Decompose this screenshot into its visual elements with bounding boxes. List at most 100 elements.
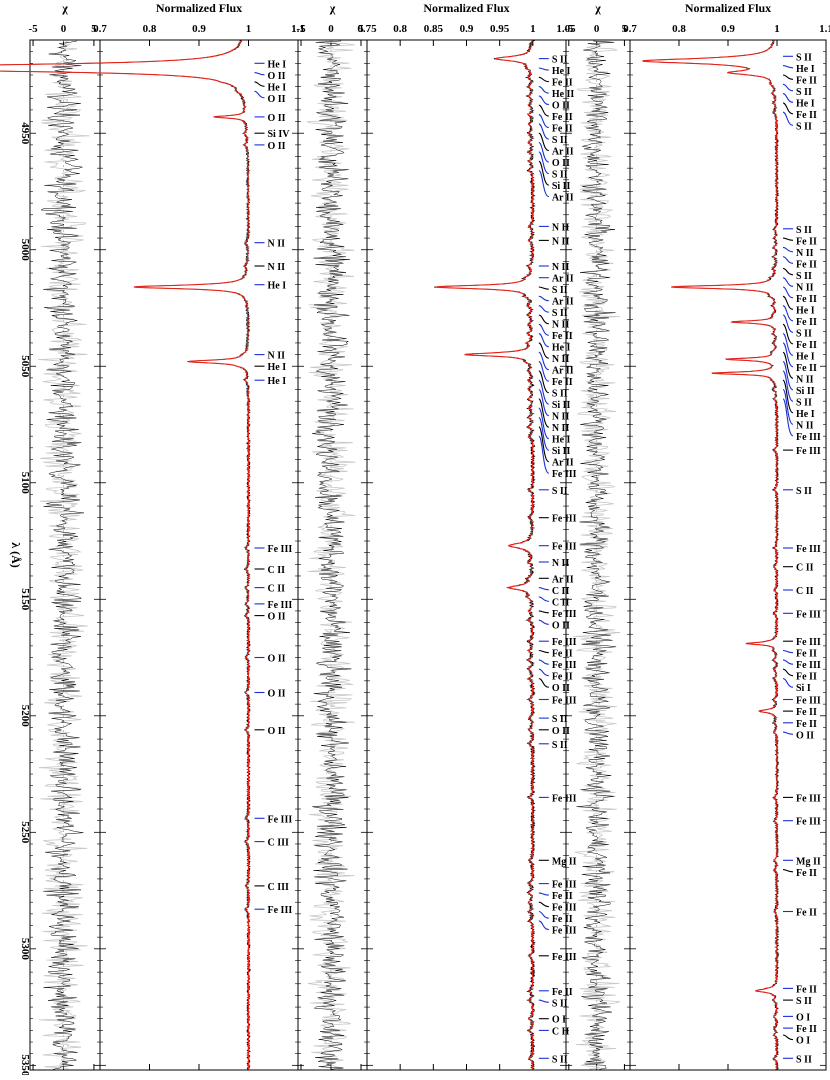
line-label: Fe III	[552, 793, 577, 804]
flux-tick-label: 1	[774, 23, 780, 35]
line-marker	[538, 123, 549, 140]
line-label: N II	[268, 351, 286, 362]
residual-tick-label: -5	[296, 23, 306, 35]
line-label: Fe II	[552, 891, 573, 902]
flux-tick-label: 0.8	[393, 23, 407, 35]
line-marker	[782, 83, 794, 92]
flux-tick-label: 1	[246, 23, 252, 35]
residual-tick-label: 5	[622, 23, 628, 35]
line-label: Fe III	[552, 637, 577, 648]
line-label: Fe III	[552, 695, 577, 706]
model-spectrum	[0, 39, 250, 1070]
line-label: O I	[552, 1015, 566, 1026]
line-label: O II	[268, 688, 286, 699]
line-marker	[782, 246, 794, 253]
line-marker	[782, 256, 794, 264]
line-label: Fe II	[552, 124, 573, 135]
residual-tick-label: 5	[91, 23, 97, 35]
line-label: C II	[552, 1026, 570, 1037]
line-label: S II	[552, 55, 568, 66]
line-label: Fe III	[552, 542, 577, 553]
line-label: O II	[268, 141, 286, 152]
line-label: Fe II	[796, 294, 817, 305]
model-spectrum	[435, 40, 534, 1070]
line-marker	[538, 379, 550, 405]
line-label: Fe II	[796, 363, 817, 374]
line-label: O II	[552, 101, 570, 112]
line-label: N II	[268, 262, 286, 273]
line-label: Fe II	[552, 672, 573, 683]
line-label: Si IV	[268, 129, 291, 140]
line-label: Fe II	[796, 719, 817, 730]
line-label: Si I	[796, 683, 811, 694]
flux-tick-label: 0.9	[192, 23, 206, 35]
line-label: He I	[268, 362, 287, 373]
residual-trace	[40, 40, 84, 1070]
line-label: S II	[796, 225, 812, 236]
line-marker	[782, 333, 794, 356]
line-label: Fe III	[268, 544, 293, 555]
line-label: N II	[552, 558, 570, 569]
observed-spectrum	[434, 39, 536, 1071]
line-label: N II	[552, 222, 570, 233]
line-marker	[254, 90, 265, 99]
line-label: N II	[552, 423, 570, 434]
line-label: Fe II	[552, 331, 573, 342]
line-marker	[782, 379, 794, 414]
line-marker	[254, 72, 265, 76]
line-label: S II	[796, 87, 812, 98]
line-label: He I	[552, 343, 571, 354]
line-label: Fe II	[796, 1024, 817, 1035]
line-marker	[538, 351, 550, 371]
line-marker	[538, 901, 549, 908]
line-marker	[538, 426, 550, 463]
line-label: C II	[268, 584, 286, 595]
line-marker	[538, 323, 549, 336]
line-label: S II	[796, 996, 812, 1007]
line-marker	[782, 649, 794, 654]
flux-tick-label: 1.1	[291, 23, 305, 35]
line-marker	[538, 342, 549, 359]
line-marker	[538, 587, 549, 591]
line-label: S II	[552, 998, 568, 1009]
line-label: Fe III	[796, 609, 821, 620]
line-label: Fe II	[552, 987, 573, 998]
line-label: Ar II	[552, 147, 574, 158]
line-label: C III	[268, 882, 290, 893]
observed-spectrum	[0, 39, 252, 1071]
line-label: O II	[268, 654, 286, 665]
line-label: Ar II	[552, 274, 574, 285]
line-marker	[782, 314, 794, 333]
line-label: Fe II	[552, 78, 573, 89]
flux-tick-label: 1.05	[556, 23, 576, 35]
line-label: Fe II	[796, 908, 817, 919]
line-label: S II	[552, 135, 568, 146]
line-marker	[538, 295, 549, 302]
line-label: He I	[796, 305, 815, 316]
line-marker	[782, 731, 794, 735]
line-label: S II	[552, 740, 568, 751]
line-label: Fe III	[552, 880, 577, 891]
line-marker	[538, 596, 549, 602]
panel-frame-4	[366, 39, 567, 1071]
line-label: N II	[796, 374, 814, 385]
line-label: S II	[796, 52, 812, 63]
line-label: N II	[552, 236, 570, 247]
line-label: Fe II	[796, 317, 817, 328]
line-label: S II	[552, 714, 568, 725]
line-label: S II	[552, 1054, 568, 1065]
model-spectrum	[642, 39, 778, 1070]
flux-tick-label: 0.9	[721, 23, 735, 35]
line-label: Fe III	[796, 817, 821, 828]
line-label: O II	[552, 726, 570, 737]
line-label: Fe III	[796, 432, 821, 443]
x-tick-label-5000: 5000	[19, 239, 31, 262]
line-label: He I	[268, 59, 287, 70]
line-marker	[538, 76, 549, 83]
line-label: Fe II	[796, 75, 817, 86]
line-marker	[782, 323, 794, 345]
flux-tick-label: 0.85	[424, 23, 444, 35]
line-label: N II	[796, 420, 814, 431]
